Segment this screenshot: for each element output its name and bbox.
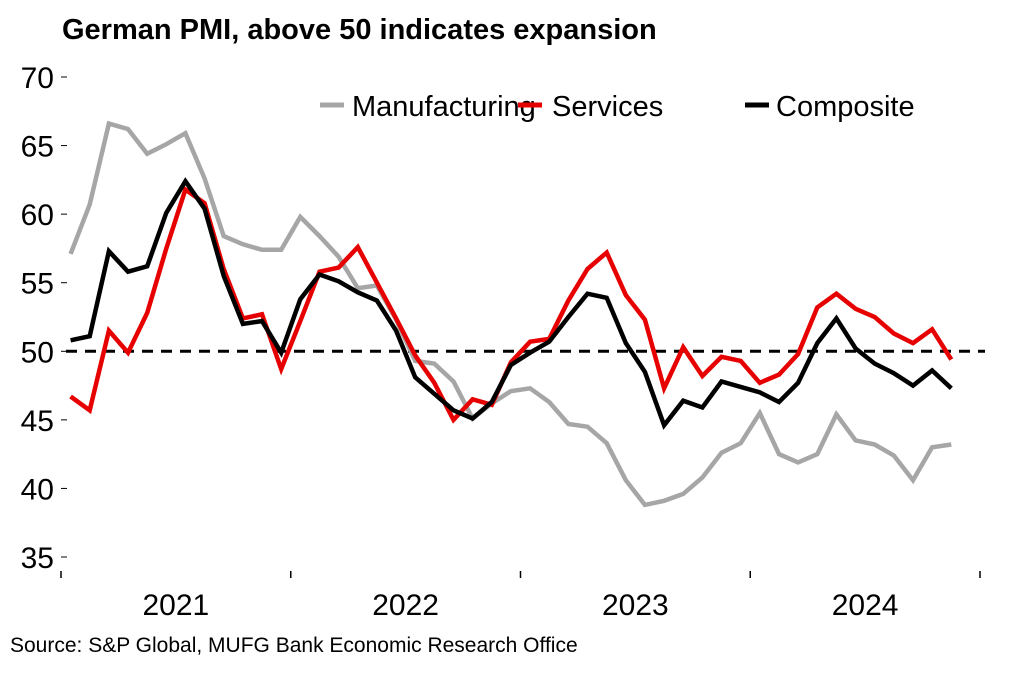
y-tick-label: 65 <box>21 131 54 164</box>
x-tick-label: 2021 <box>143 589 210 622</box>
series-line-manufacturing <box>68 120 952 508</box>
legend-label-composite: Composite <box>776 91 915 123</box>
x-tick-label: 2022 <box>372 589 439 622</box>
series-layer <box>68 120 954 508</box>
chart-title: German PMI, above 50 indicates expansion <box>62 14 657 46</box>
y-tick-label: 70 <box>21 62 54 95</box>
series-line-services <box>69 185 954 424</box>
y-tick-label: 40 <box>21 473 54 506</box>
y-tick-label: 35 <box>21 542 54 575</box>
legend-label-services: Services <box>552 91 663 123</box>
x-tick-label: 2023 <box>602 589 669 622</box>
series-line-composite <box>70 177 953 430</box>
source-note: Source: S&P Global, MUFG Bank Economic R… <box>10 634 578 657</box>
y-tick-label: 55 <box>21 268 54 301</box>
x-tick-label: 2024 <box>832 589 899 622</box>
y-tick-label: 60 <box>21 199 54 232</box>
y-tick-label: 45 <box>21 405 54 438</box>
x-axis: 2021 2022 2023 2024 <box>60 571 981 622</box>
y-tick-label: 50 <box>21 336 54 369</box>
y-axis: 35 40 45 50 55 60 65 70 <box>21 62 67 575</box>
legend: Manufacturing Services Composite <box>320 91 915 123</box>
legend-label-manufacturing: Manufacturing <box>352 91 536 123</box>
